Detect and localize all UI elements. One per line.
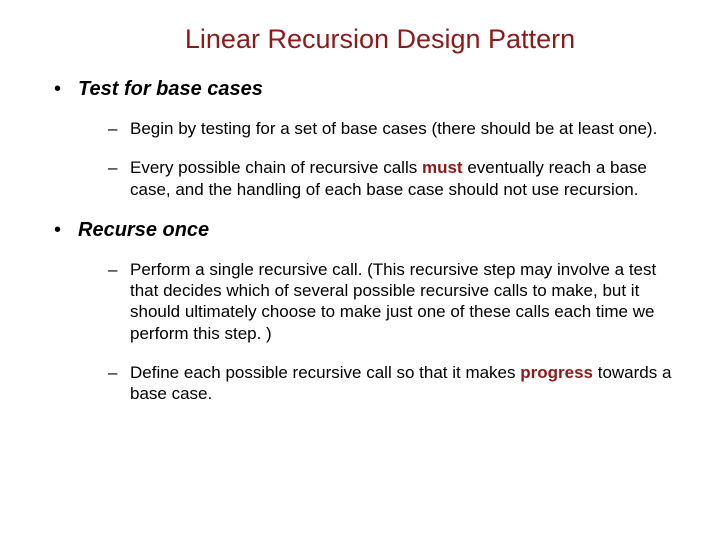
item-text-pre: Perform a single recursive call. (This r… [130, 260, 656, 343]
bullet-list-level2: Begin by testing for a set of base cases… [78, 118, 680, 200]
section-heading-text: Recurse once [78, 219, 209, 241]
bullet-list-level2: Perform a single recursive call. (This r… [78, 259, 680, 405]
item-text-pre: Begin by testing for a set of base cases… [130, 119, 657, 138]
slide: Linear Recursion Design Pattern Test for… [0, 0, 720, 540]
item-text-pre: Every possible chain of recursive calls [130, 158, 422, 177]
list-item: Define each possible recursive call so t… [106, 362, 680, 405]
section-heading: Test for base cases Begin by testing for… [50, 77, 680, 200]
section-heading: Recurse once Perform a single recursive … [50, 218, 680, 405]
list-item: Begin by testing for a set of base cases… [106, 118, 680, 139]
list-item: Every possible chain of recursive calls … [106, 157, 680, 200]
bullet-list-level1: Test for base cases Begin by testing for… [40, 77, 680, 404]
item-text-emph: progress [520, 363, 593, 382]
item-text-pre: Define each possible recursive call so t… [130, 363, 520, 382]
list-item: Perform a single recursive call. (This r… [106, 259, 680, 344]
item-text-emph: must [422, 158, 463, 177]
slide-title: Linear Recursion Design Pattern [80, 24, 680, 55]
section-heading-text: Test for base cases [78, 78, 263, 100]
